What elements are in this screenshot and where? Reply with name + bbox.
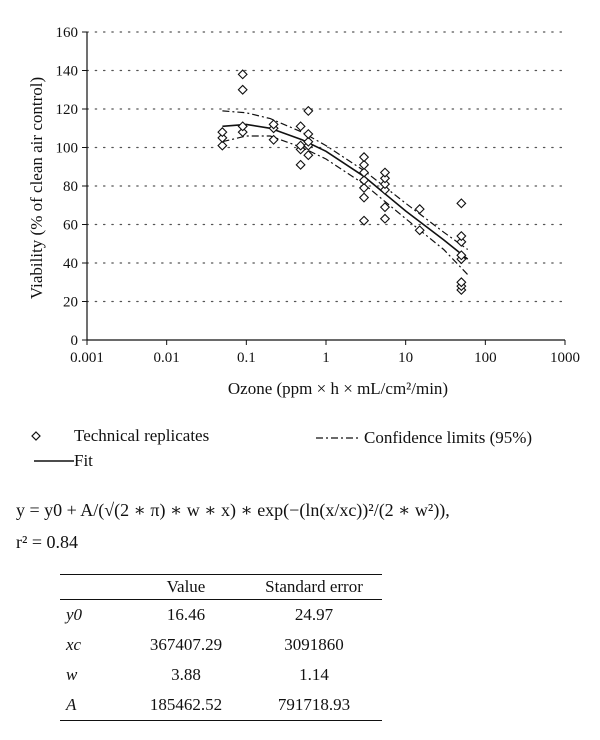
data-point <box>456 198 467 209</box>
data-point <box>358 182 370 194</box>
table-header-value: Value <box>126 574 246 600</box>
legend-item-fit: Fit <box>14 451 93 471</box>
data-point <box>456 250 467 261</box>
param-value: 16.46 <box>166 605 206 624</box>
x-tick-label: 10 <box>398 350 413 366</box>
table-row: A 185462.52 791718.93 <box>60 690 382 721</box>
y-tick-label: 0 <box>71 333 79 349</box>
data-point <box>358 192 370 203</box>
grid-lines <box>86 31 566 303</box>
param-name: xc <box>66 635 82 654</box>
param-name: y0 <box>66 605 83 624</box>
axes <box>82 31 566 345</box>
y-tick-label: 160 <box>56 25 79 41</box>
param-value: 367407.29 <box>149 635 223 654</box>
r-squared: r² = 0.84 <box>16 532 79 552</box>
data-point <box>456 236 467 247</box>
x-tick-labels: 0.001 0.01 0.1 1 10 100 1000 <box>70 350 580 366</box>
param-value: 3.88 <box>171 665 201 684</box>
data-point <box>303 105 314 117</box>
y-tick-label: 120 <box>56 102 79 118</box>
data-point <box>379 178 391 190</box>
data-point <box>295 159 306 170</box>
parameter-table: Value Standard error y0 16.46 24.97 xc 3… <box>60 574 382 721</box>
legend-item-confidence: Confidence limits (95%) <box>312 428 532 448</box>
data-point <box>414 204 425 215</box>
legend-label-fit: Fit <box>74 451 93 470</box>
data-point <box>237 69 248 80</box>
x-tick-label: 1 <box>322 350 330 366</box>
table-header-row: Value Standard error <box>60 574 382 600</box>
legend-label-confidence: Confidence limits (95%) <box>364 428 533 447</box>
table-row: y0 16.46 24.97 <box>60 600 382 631</box>
x-tick-label: 100 <box>474 350 497 366</box>
y-tick-label: 140 <box>56 64 79 80</box>
x-tick-label: 0.001 <box>70 350 104 366</box>
data-point <box>295 121 306 132</box>
scatter-chart: 0 20 40 60 80 100 120 140 160 0.001 0.01 0.1 1 10 100… <box>27 25 580 398</box>
data-point <box>268 134 279 145</box>
param-se: 3091860 <box>284 635 344 654</box>
dash-dot-line-icon <box>316 437 358 439</box>
data-point <box>414 225 425 236</box>
solid-line-icon <box>34 460 76 462</box>
fit-equation: y = y0 + A/(√(2 ∗ π) ∗ w ∗ x) ∗ exp(−(ln… <box>16 500 450 520</box>
table-row: w 3.88 1.14 <box>60 660 382 690</box>
param-se: 791718.93 <box>246 690 382 721</box>
param-name: A <box>60 690 126 721</box>
param-se: 24.97 <box>294 605 334 624</box>
data-point <box>456 230 467 242</box>
data-point <box>379 167 391 178</box>
y-tick-label: 20 <box>63 295 78 311</box>
y-tick-label: 60 <box>63 218 78 234</box>
x-tick-label: 1000 <box>550 350 580 366</box>
data-point <box>295 140 306 151</box>
y-axis-label: Viability (% of clean air control) <box>27 77 46 299</box>
data-point <box>217 132 228 143</box>
data-point <box>358 175 370 186</box>
data-point <box>358 167 370 178</box>
data-point <box>217 140 228 151</box>
data-point <box>268 119 279 130</box>
data-point <box>379 213 391 224</box>
data-point <box>237 121 248 132</box>
fit-line <box>222 123 469 260</box>
param-value: 185462.52 <box>126 690 246 721</box>
legend-label-replicates: Technical replicates <box>74 426 210 445</box>
confidence-lower-line <box>222 135 469 276</box>
diamond-marker-icon <box>31 431 41 441</box>
param-name: w <box>66 665 78 684</box>
data-point <box>237 84 248 95</box>
data-point <box>379 184 391 195</box>
data-point <box>358 152 370 163</box>
y-tick-label: 80 <box>63 179 78 195</box>
table-row: xc 367407.29 3091860 <box>60 630 382 660</box>
y-tick-label: 40 <box>63 256 78 272</box>
data-point <box>379 202 391 213</box>
y-tick-labels: 0 20 40 60 80 100 120 140 160 <box>56 25 79 349</box>
data-point <box>358 159 370 170</box>
data-point <box>358 215 370 226</box>
legend-item-replicates: Technical replicates <box>14 426 209 446</box>
data-point <box>379 173 391 184</box>
table-header-se: Standard error <box>246 574 382 600</box>
y-tick-label: 100 <box>56 141 79 157</box>
x-tick-label: 0.1 <box>237 350 256 366</box>
data-point <box>303 150 314 161</box>
x-axis-label: Ozone (ppm × h × mL/cm²/min) <box>228 379 448 398</box>
param-se: 1.14 <box>299 665 329 684</box>
data-point <box>237 127 248 138</box>
x-tick-label: 0.01 <box>154 350 180 366</box>
data-points <box>217 69 467 296</box>
data-point <box>303 136 314 147</box>
data-point <box>456 277 467 288</box>
confidence-upper-line <box>222 110 469 250</box>
data-point <box>303 128 314 140</box>
fit-lines <box>222 110 469 276</box>
data-point <box>217 127 228 138</box>
table-header-param <box>60 574 126 600</box>
